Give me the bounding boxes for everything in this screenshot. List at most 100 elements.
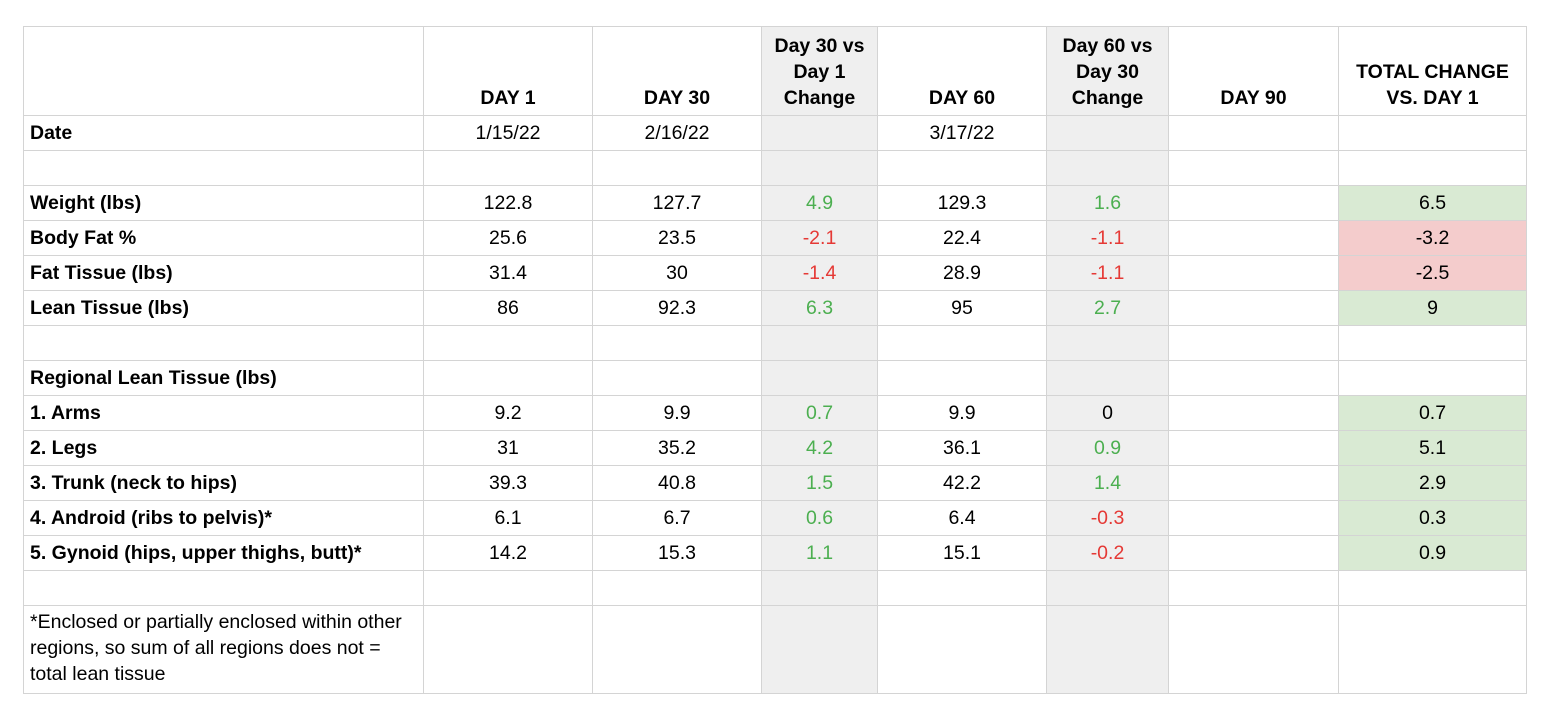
day90-value[interactable] <box>1168 255 1339 291</box>
day30-value[interactable]: 35.2 <box>592 430 762 466</box>
header-day1[interactable]: DAY 1 <box>423 26 593 116</box>
day90-value[interactable] <box>1168 220 1339 256</box>
blank-cell[interactable] <box>1046 605 1169 694</box>
header-day30[interactable]: DAY 30 <box>592 26 762 116</box>
blank-cell[interactable] <box>1168 605 1339 694</box>
day1-value[interactable]: 86 <box>423 290 593 326</box>
day1-value[interactable]: 25.6 <box>423 220 593 256</box>
change30-value[interactable]: 0.6 <box>761 500 878 536</box>
total-change-value[interactable]: 9 <box>1338 290 1527 326</box>
day60-value[interactable]: 36.1 <box>877 430 1047 466</box>
row-label[interactable]: Fat Tissue (lbs) <box>23 255 424 291</box>
day90-value[interactable] <box>1168 535 1339 571</box>
change30-value[interactable]: -1.4 <box>761 255 878 291</box>
header-change60[interactable]: Day 60 vs Day 30 Change <box>1046 26 1169 116</box>
blank-cell[interactable] <box>1168 325 1339 361</box>
date-label[interactable]: Date <box>23 115 424 151</box>
blank-cell[interactable] <box>1338 150 1527 186</box>
change30-value[interactable]: 0.7 <box>761 395 878 431</box>
day60-value[interactable]: 22.4 <box>877 220 1047 256</box>
blank-cell[interactable] <box>423 570 593 606</box>
day1-value[interactable]: 31 <box>423 430 593 466</box>
blank-cell[interactable] <box>1046 360 1169 396</box>
row-label[interactable]: Weight (lbs) <box>23 185 424 221</box>
day90-value[interactable] <box>1168 500 1339 536</box>
change60-value[interactable]: 2.7 <box>1046 290 1169 326</box>
blank-cell[interactable] <box>1168 150 1339 186</box>
blank-cell[interactable] <box>423 325 593 361</box>
regional-section-title[interactable]: Regional Lean Tissue (lbs) <box>23 360 424 396</box>
blank-cell[interactable] <box>761 150 878 186</box>
day30-value[interactable]: 23.5 <box>592 220 762 256</box>
header-total[interactable]: TOTAL CHANGE VS. DAY 1 <box>1338 26 1527 116</box>
blank-cell[interactable] <box>1046 570 1169 606</box>
blank-cell[interactable] <box>1168 570 1339 606</box>
date-day90[interactable] <box>1168 115 1339 151</box>
total-change-value[interactable]: 5.1 <box>1338 430 1527 466</box>
day30-value[interactable]: 6.7 <box>592 500 762 536</box>
change30-value[interactable]: 4.2 <box>761 430 878 466</box>
day60-value[interactable]: 129.3 <box>877 185 1047 221</box>
row-label[interactable]: 2. Legs <box>23 430 424 466</box>
footnote-text[interactable]: *Enclosed or partially enclosed within o… <box>23 605 424 694</box>
blank-cell[interactable] <box>592 325 762 361</box>
blank-cell[interactable] <box>23 570 424 606</box>
date-change60[interactable] <box>1046 115 1169 151</box>
blank-cell[interactable] <box>1168 360 1339 396</box>
day90-value[interactable] <box>1168 430 1339 466</box>
day90-value[interactable] <box>1168 395 1339 431</box>
day1-value[interactable]: 39.3 <box>423 465 593 501</box>
blank-cell[interactable] <box>877 325 1047 361</box>
blank-cell[interactable] <box>761 570 878 606</box>
change60-value[interactable]: 0.9 <box>1046 430 1169 466</box>
day60-value[interactable]: 6.4 <box>877 500 1047 536</box>
change60-value[interactable]: -0.3 <box>1046 500 1169 536</box>
change60-value[interactable]: -0.2 <box>1046 535 1169 571</box>
change30-value[interactable]: -2.1 <box>761 220 878 256</box>
day60-value[interactable]: 42.2 <box>877 465 1047 501</box>
blank-cell[interactable] <box>1338 325 1527 361</box>
day1-value[interactable]: 14.2 <box>423 535 593 571</box>
blank-cell[interactable] <box>877 605 1047 694</box>
day1-value[interactable]: 122.8 <box>423 185 593 221</box>
date-total[interactable] <box>1338 115 1527 151</box>
total-change-value[interactable]: -3.2 <box>1338 220 1527 256</box>
total-change-value[interactable]: -2.5 <box>1338 255 1527 291</box>
blank-cell[interactable] <box>761 360 878 396</box>
row-label[interactable]: Lean Tissue (lbs) <box>23 290 424 326</box>
row-label[interactable]: 5. Gynoid (hips, upper thighs, butt)* <box>23 535 424 571</box>
change60-value[interactable]: -1.1 <box>1046 220 1169 256</box>
blank-cell[interactable] <box>761 325 878 361</box>
change30-value[interactable]: 1.5 <box>761 465 878 501</box>
total-change-value[interactable]: 2.9 <box>1338 465 1527 501</box>
blank-cell[interactable] <box>1338 360 1527 396</box>
blank-cell[interactable] <box>1046 150 1169 186</box>
blank-cell[interactable] <box>592 360 762 396</box>
change30-value[interactable]: 1.1 <box>761 535 878 571</box>
blank-cell[interactable] <box>23 150 424 186</box>
blank-cell[interactable] <box>1338 605 1527 694</box>
header-change30[interactable]: Day 30 vs Day 1 Change <box>761 26 878 116</box>
row-label[interactable]: 1. Arms <box>23 395 424 431</box>
blank-cell[interactable] <box>592 605 762 694</box>
total-change-value[interactable]: 6.5 <box>1338 185 1527 221</box>
day60-value[interactable]: 28.9 <box>877 255 1047 291</box>
day1-value[interactable]: 9.2 <box>423 395 593 431</box>
blank-cell[interactable] <box>592 570 762 606</box>
day90-value[interactable] <box>1168 185 1339 221</box>
day30-value[interactable]: 15.3 <box>592 535 762 571</box>
blank-cell[interactable] <box>877 570 1047 606</box>
header-day60[interactable]: DAY 60 <box>877 26 1047 116</box>
row-label[interactable]: 3. Trunk (neck to hips) <box>23 465 424 501</box>
blank-cell[interactable] <box>1046 325 1169 361</box>
change60-value[interactable]: 0 <box>1046 395 1169 431</box>
day1-value[interactable]: 31.4 <box>423 255 593 291</box>
day30-value[interactable]: 40.8 <box>592 465 762 501</box>
day90-value[interactable] <box>1168 465 1339 501</box>
date-change30[interactable] <box>761 115 878 151</box>
total-change-value[interactable]: 0.3 <box>1338 500 1527 536</box>
header-day90[interactable]: DAY 90 <box>1168 26 1339 116</box>
row-label[interactable]: 4. Android (ribs to pelvis)* <box>23 500 424 536</box>
blank-cell[interactable] <box>423 150 593 186</box>
day1-value[interactable]: 6.1 <box>423 500 593 536</box>
